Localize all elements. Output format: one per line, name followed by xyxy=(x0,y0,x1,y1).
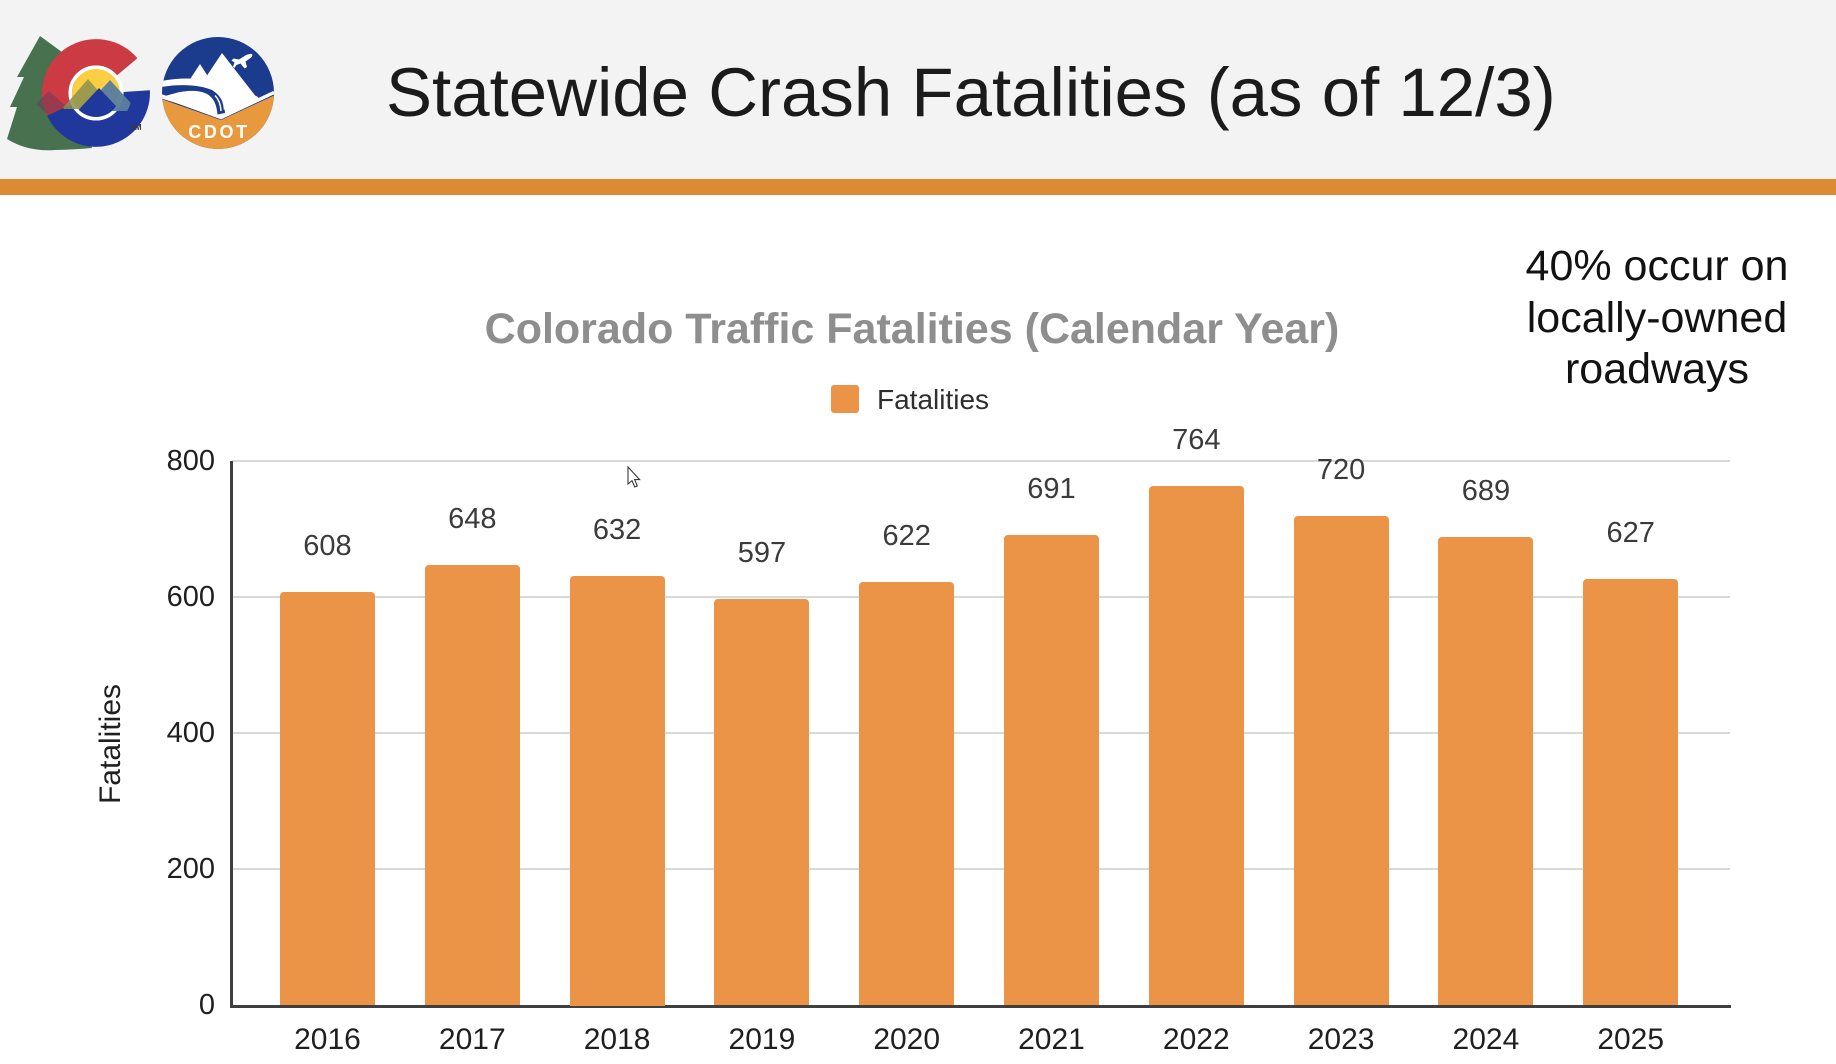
svg-text:TM: TM xyxy=(130,123,142,132)
svg-text:CDOT: CDOT xyxy=(188,122,249,142)
